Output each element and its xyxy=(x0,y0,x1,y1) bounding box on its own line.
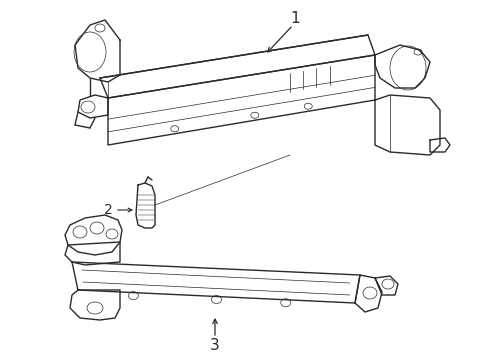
Text: 1: 1 xyxy=(290,10,300,26)
Text: 2: 2 xyxy=(103,203,112,217)
Text: 3: 3 xyxy=(210,338,220,352)
